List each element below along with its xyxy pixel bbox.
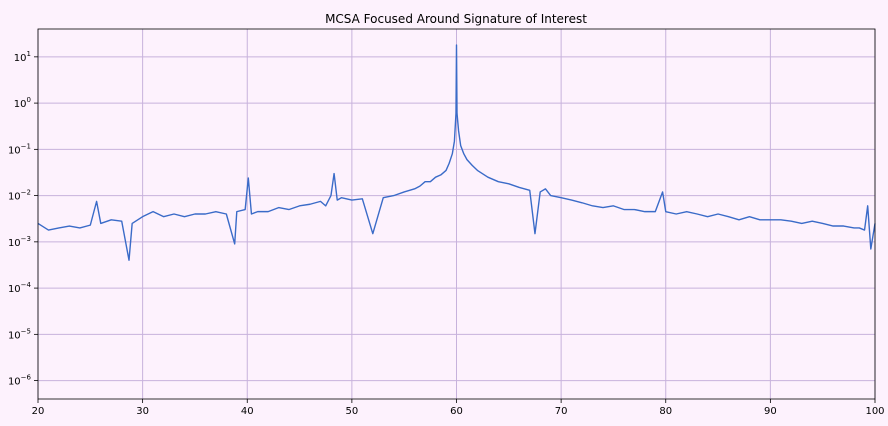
x-tick-label-7: 90 <box>764 406 777 417</box>
chart-title: MCSA Focused Around Signature of Interes… <box>325 12 587 26</box>
y-tick-label-1: 100 <box>14 96 31 110</box>
x-tick-label-8: 100 <box>865 406 884 417</box>
y-tick-label-0: 101 <box>14 50 31 64</box>
y-axis-ticks: 101 100 10−1 10−2 10−3 10−4 10−5 10−6 <box>8 50 38 388</box>
series-layer <box>37 44 876 261</box>
x-tick-label-6: 80 <box>659 406 672 417</box>
series-line-0 <box>37 44 876 261</box>
y-tick-label-7: 10−6 <box>8 374 32 388</box>
x-tick-label-0: 20 <box>32 406 45 417</box>
x-tick-label-3: 50 <box>346 406 359 417</box>
x-tick-label-2: 40 <box>241 406 254 417</box>
y-tick-label-3: 10−2 <box>8 189 31 203</box>
x-tick-label-5: 70 <box>555 406 568 417</box>
x-axis-ticks: 20 30 40 50 60 70 80 90 100 <box>32 399 885 417</box>
y-tick-label-2: 10−1 <box>8 142 31 156</box>
y-tick-label-4: 10−3 <box>8 235 31 249</box>
y-tick-label-6: 10−5 <box>8 327 31 341</box>
x-tick-label-4: 60 <box>450 406 463 417</box>
y-tick-label-5: 10−4 <box>8 281 32 295</box>
grid-lines <box>37 29 876 399</box>
x-tick-label-1: 30 <box>136 406 149 417</box>
